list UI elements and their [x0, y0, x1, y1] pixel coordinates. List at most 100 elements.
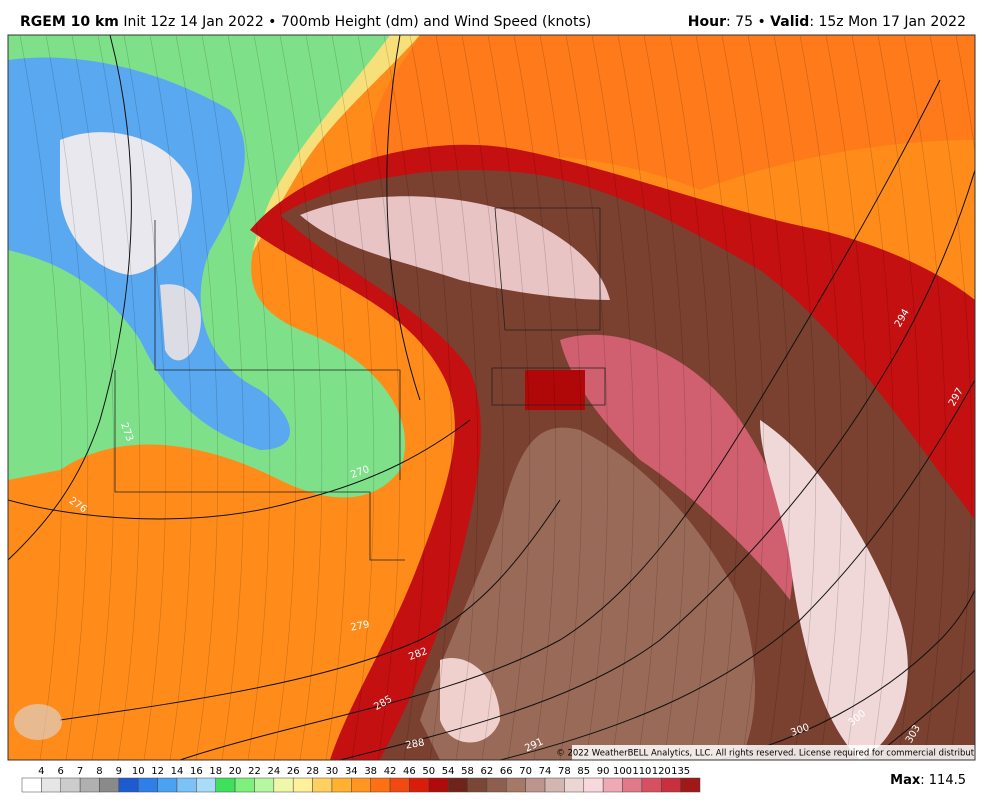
colorbar-swatch — [506, 777, 526, 793]
colorbar-label: 100 — [613, 766, 632, 777]
colorbar-label: 9 — [116, 766, 122, 777]
colorbar-label: 58 — [461, 766, 474, 777]
streamline — [461, 35, 505, 760]
colorbar-swatch — [544, 777, 565, 793]
colorbar-label: 8 — [96, 766, 102, 777]
streamline — [383, 35, 427, 760]
copyright: © 2022 WeatherBELL Analytics, LLC. All r… — [556, 749, 984, 759]
streamline — [669, 35, 713, 760]
colorbar-label: 12 — [151, 766, 164, 777]
colorbar-swatch — [273, 777, 294, 793]
init: Init 12z 14 Jan 2022 • 700mb Height (dm)… — [123, 14, 591, 30]
streamline — [357, 35, 401, 760]
streamline — [279, 35, 323, 760]
map: © 2022 WeatherBELL Analytics, LLC. All r… — [8, 35, 984, 760]
colorbar-label: 28 — [306, 766, 319, 777]
streamline — [227, 35, 271, 760]
model: RGEM 10 km — [20, 14, 119, 30]
streamline — [409, 35, 453, 760]
colorbar-label: 24 — [267, 766, 280, 777]
hour-label: Hour — [688, 14, 726, 30]
colorbar-label: 110 — [632, 766, 651, 777]
hour: : 75 • — [726, 14, 766, 30]
streamline — [305, 35, 349, 760]
colorbar-swatch — [157, 777, 178, 793]
colorbar-label: 38 — [364, 766, 377, 777]
colorbar-label: 85 — [577, 766, 590, 777]
streamline — [253, 35, 297, 760]
max-label: Max — [890, 773, 921, 788]
streamline — [591, 35, 635, 760]
colorbar-label: 50 — [422, 766, 435, 777]
colorbar-label: 42 — [384, 766, 397, 777]
contour-label: 288 — [405, 737, 426, 751]
colorbar-swatch — [370, 777, 391, 793]
streamline — [799, 35, 843, 760]
colorbar-swatch — [41, 777, 61, 793]
streamline — [123, 35, 167, 760]
streamline — [539, 35, 583, 760]
colorbar-label: 16 — [190, 766, 203, 777]
streamline — [19, 35, 63, 760]
title: RGEM 10 km Init 12z 14 Jan 2022 • 700mb … — [20, 14, 591, 30]
colorbar-label: 4 — [38, 766, 44, 777]
colorbar-swatch — [234, 777, 255, 793]
colorbar-swatch — [79, 777, 100, 793]
legend: 4 6 7 8 9 10 12 14 16 18 20 22 24 26 28 30 34 38 42 46 50 54 5… — [21, 766, 701, 793]
colorbar-swatch — [254, 777, 275, 793]
colorbar-swatch — [331, 777, 352, 793]
colorbar-swatch — [447, 777, 468, 793]
streamline — [825, 35, 869, 760]
colorbar-label: 6 — [58, 766, 64, 777]
colorbar-swatch — [292, 777, 313, 793]
colorbar-swatch — [215, 777, 236, 793]
streamline — [487, 35, 531, 760]
colorbar-swatch — [118, 777, 139, 793]
valid: Hour: 75 • Valid: 15z Mon 17 Jan 2022 — [688, 14, 966, 30]
colorbar-label: 74 — [539, 766, 552, 777]
colorbar-label: 54 — [442, 766, 455, 777]
max-value: : 114.5 — [920, 773, 966, 788]
colorbar-label: 62 — [481, 766, 494, 777]
colorbar-label: 70 — [519, 766, 532, 777]
valid-label: Valid — [770, 14, 809, 30]
colorbar-swatch — [99, 777, 120, 793]
colorbar-swatch — [137, 777, 158, 793]
colorbar-label: 120 — [652, 766, 671, 777]
colorbar-swatch — [661, 777, 681, 793]
colorbar-label: 22 — [248, 766, 261, 777]
colorbar-swatch — [525, 777, 546, 793]
colorbar-swatch — [176, 777, 197, 793]
streamline — [201, 35, 245, 760]
streamline — [565, 35, 609, 760]
streamline — [617, 35, 661, 760]
colorbar-label: 30 — [326, 766, 339, 777]
streamline — [903, 35, 947, 760]
streamline — [955, 35, 975, 154]
colorbar-label: 7 — [77, 766, 83, 777]
streamline — [643, 35, 687, 760]
colorbar-label: 26 — [287, 766, 300, 777]
streamline — [695, 35, 739, 760]
streamline — [71, 35, 115, 760]
valid-time: : 15z Mon 17 Jan 2022 — [809, 14, 966, 30]
colorbar-label: 20 — [229, 766, 242, 777]
streamline — [435, 35, 479, 760]
streamline — [149, 35, 193, 760]
streamline — [721, 35, 765, 760]
colorbar-swatch — [196, 777, 216, 793]
colorbar-label: 18 — [209, 766, 222, 777]
colorbar-label: 135 — [671, 766, 690, 777]
colorbar-swatch — [602, 777, 623, 793]
colorbar-swatch — [389, 777, 410, 793]
streamline — [851, 35, 895, 760]
colorbar-label: 90 — [597, 766, 610, 777]
colorbar-swatch — [564, 777, 585, 793]
colorbar-label: 14 — [171, 766, 184, 777]
colorbar-swatch — [622, 777, 643, 793]
colorbar-swatch — [467, 777, 488, 793]
colorbar-swatch — [680, 777, 701, 793]
colorbar-swatch — [21, 777, 42, 793]
colorbar-swatch — [583, 777, 604, 793]
